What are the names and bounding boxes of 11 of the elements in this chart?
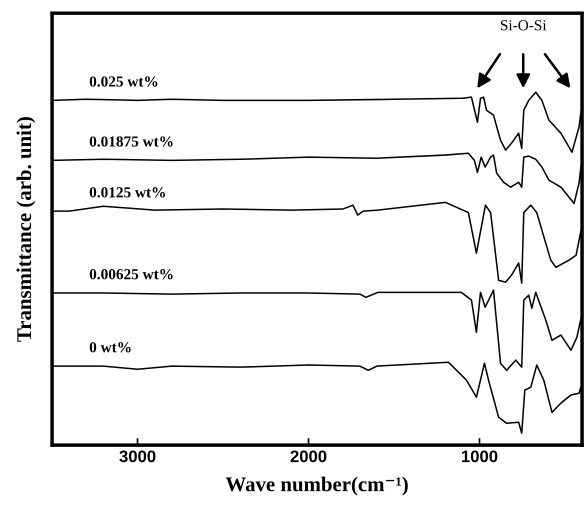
- x-tick-label: 2000: [290, 450, 326, 462]
- x-axis-title: Wave number(cm⁻¹): [226, 476, 408, 496]
- series-label: 0.0125 wt%: [90, 187, 165, 198]
- x-tick-label: 3000: [119, 450, 156, 462]
- y-axis-title: Transmittance (arb. unit): [16, 117, 36, 342]
- series-label: 0.00625 wt%: [90, 269, 173, 280]
- x-tick-label: 1000: [462, 450, 498, 462]
- series-label: 0 wt%: [90, 342, 131, 352]
- series-label: 0.025 wt%: [90, 76, 158, 87]
- series-label: 0.01875 wt%: [90, 136, 173, 147]
- text: Si-O-Si: [500, 20, 546, 30]
